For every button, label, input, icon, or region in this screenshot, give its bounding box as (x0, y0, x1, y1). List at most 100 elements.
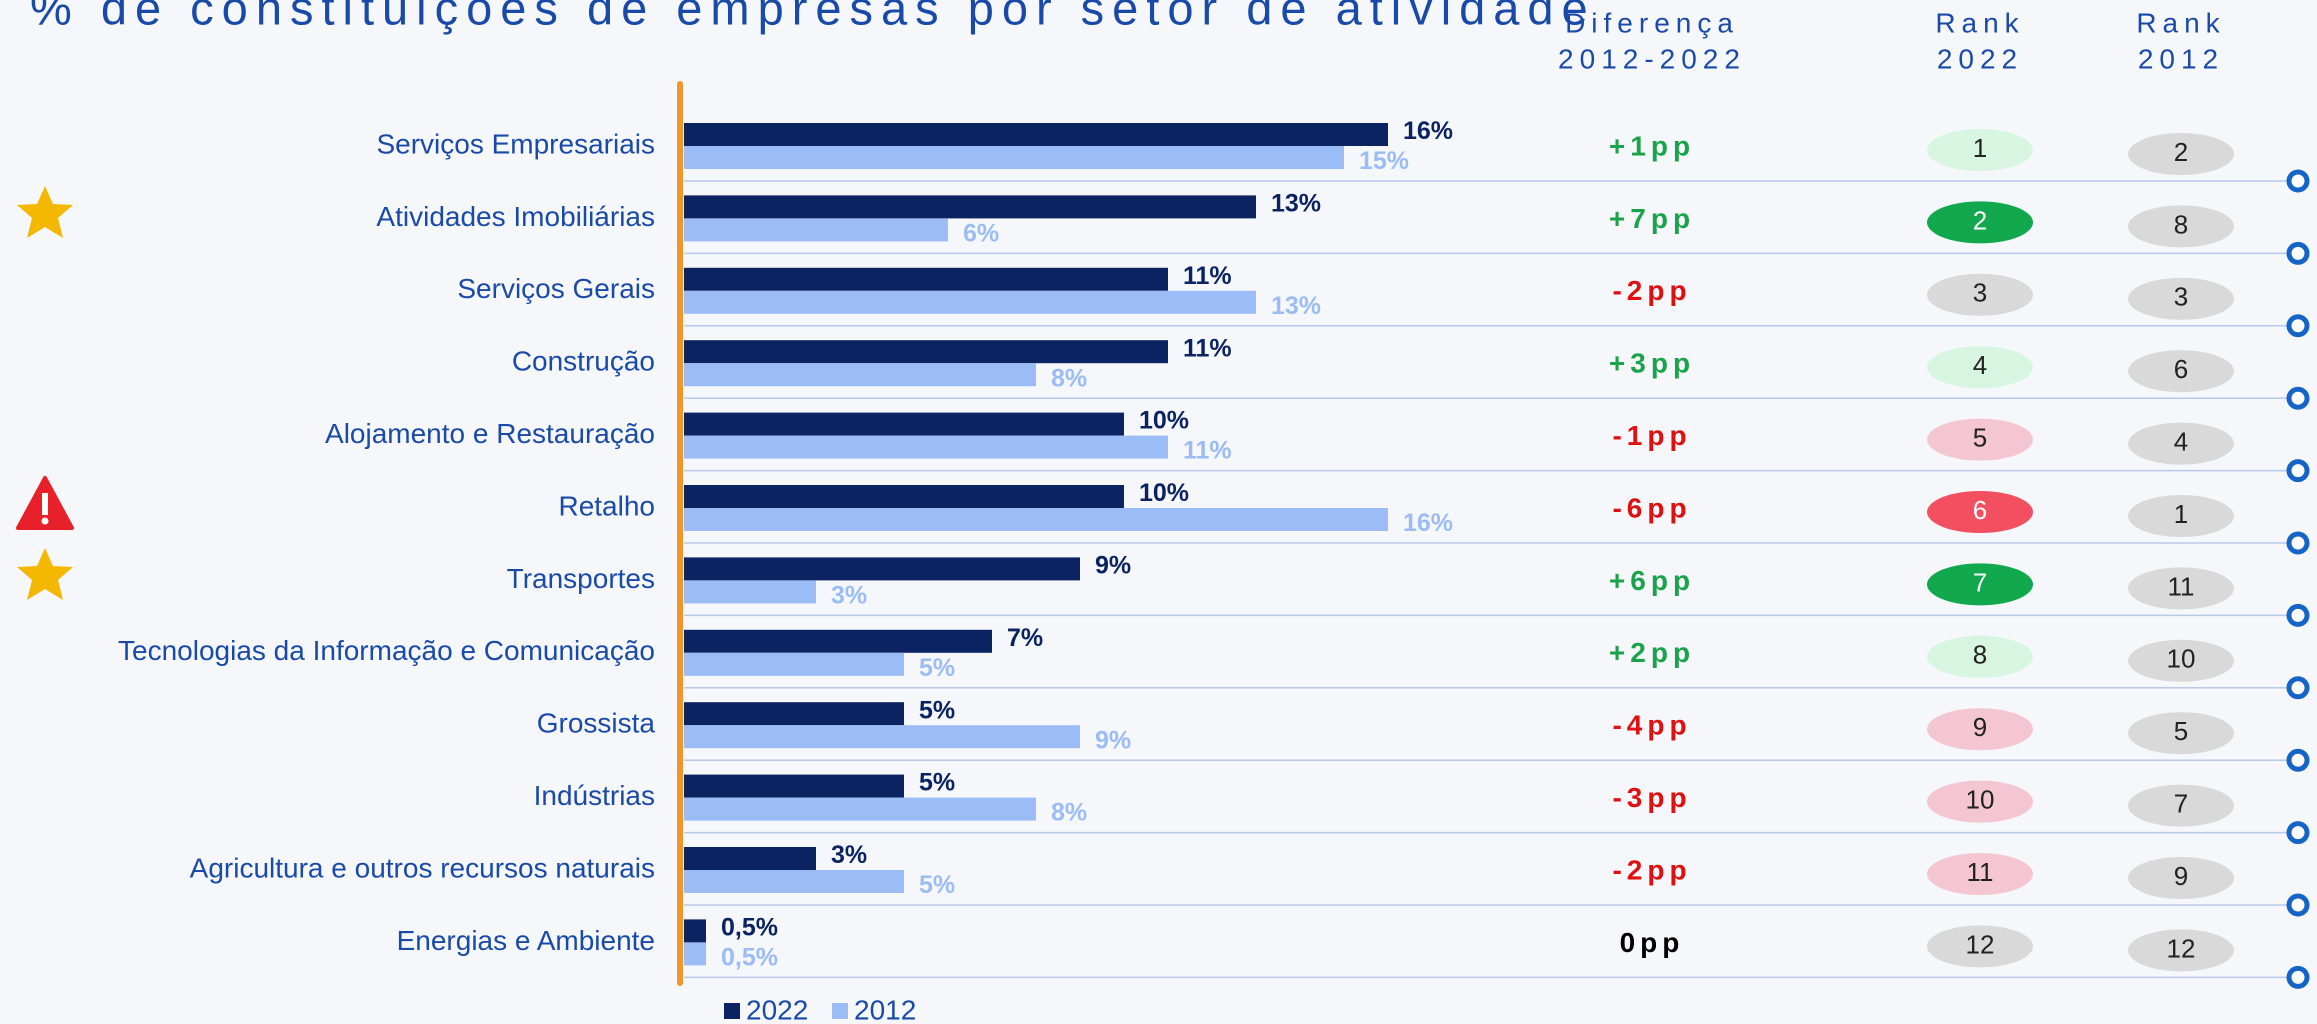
data-label: 15% (1359, 147, 1409, 175)
bar (684, 195, 1256, 219)
rank-pill (2128, 277, 2234, 320)
bar (684, 146, 1344, 169)
rank-pill (2128, 350, 2234, 393)
data-label: 13% (1271, 190, 1321, 218)
category-label: Agricultura e outros recursos naturais (190, 852, 655, 883)
rank-pill (1927, 708, 2033, 751)
rank-2012: 6 (2174, 354, 2188, 384)
rank-2022: 2 (1973, 205, 1987, 235)
column-header: Diferença (1565, 7, 1739, 38)
row-marker (2286, 241, 2310, 265)
rank-2022: 1 (1973, 133, 1987, 163)
row-marker (2286, 676, 2310, 700)
bar (684, 725, 1080, 749)
rank-2022: 7 (1973, 567, 1987, 597)
bar (684, 942, 706, 966)
column-header: Rank (1935, 7, 2024, 38)
data-label: 10% (1139, 407, 1189, 435)
row-marker (2286, 386, 2310, 410)
bar (684, 629, 992, 653)
rank-2022: 3 (1973, 278, 1987, 308)
data-label: 8% (1051, 364, 1087, 392)
rank-pill (2128, 495, 2234, 537)
data-label: 6% (963, 220, 999, 248)
data-label: 0,5% (721, 914, 778, 942)
rank-2022: 12 (1966, 929, 1995, 959)
data-label: 11% (1183, 262, 1232, 290)
rank-pill (2128, 567, 2234, 610)
diff-value: -2pp (1612, 275, 1691, 306)
rank-2022: 8 (1973, 640, 1987, 670)
data-label: 5% (919, 696, 955, 724)
data-label: 9% (1095, 726, 1131, 754)
category-label: Tecnologias da Informação e Comunicação (118, 635, 655, 666)
rank-2012: 1 (2174, 499, 2188, 529)
bar (684, 363, 1036, 387)
category-label: Atividades Imobiliárias (376, 201, 655, 232)
rank-2022: 4 (1973, 350, 1987, 380)
rank-2012: 3 (2174, 282, 2188, 312)
bar (684, 412, 1124, 436)
bar (684, 919, 706, 943)
rank-2022: 5 (1973, 422, 1987, 452)
rank-pill (2128, 205, 2234, 248)
bar (684, 870, 904, 893)
rank-pill (1927, 853, 2033, 895)
rank-pill (1927, 201, 2033, 244)
column-header: Rank (2136, 7, 2225, 38)
legend-swatch (832, 1003, 848, 1019)
category-label: Serviços Gerais (457, 273, 655, 304)
rank-pill (1927, 491, 2033, 533)
data-label: 8% (1051, 799, 1087, 827)
rank-2012: 11 (2168, 571, 2195, 601)
category-label: Construção (512, 346, 655, 377)
category-label: Grossista (537, 708, 656, 739)
row-marker (2286, 965, 2310, 989)
diff-value: +3pp (1609, 348, 1695, 379)
diff-value: -1pp (1612, 420, 1691, 451)
diff-value: +7pp (1609, 203, 1695, 234)
legend-label: 2022 (746, 994, 808, 1024)
data-label: 0,5% (721, 944, 778, 972)
bar (684, 267, 1168, 291)
rank-pill (1927, 635, 2033, 678)
rank-2022: 11 (1967, 857, 1994, 887)
rank-pill (2128, 422, 2234, 465)
data-label: 16% (1403, 509, 1453, 537)
legend-swatch (724, 1003, 740, 1019)
row-marker (2286, 314, 2310, 338)
diff-value: -4pp (1612, 710, 1691, 741)
star-icon (17, 186, 73, 238)
chart-title: % de constituições de empresas por setor… (30, 0, 1596, 34)
rank-2012: 10 (2167, 644, 2196, 674)
data-label: 11% (1183, 437, 1232, 465)
row-marker (2286, 603, 2310, 627)
row-marker (2286, 531, 2310, 555)
data-label: 7% (1007, 624, 1043, 652)
data-label: 5% (919, 654, 955, 682)
column-header: 2012-2022 (1558, 43, 1746, 74)
diff-value: +1pp (1609, 130, 1695, 161)
bar (684, 218, 948, 242)
rank-2012: 9 (2174, 861, 2188, 891)
rank-pill (1927, 780, 2033, 823)
category-label: Energias e Ambiente (397, 925, 655, 956)
rank-2012: 7 (2174, 788, 2188, 818)
rank-2022: 9 (1973, 712, 1987, 742)
rank-pill (2128, 929, 2234, 972)
rank-2022: 6 (1973, 495, 1987, 525)
star-icon (17, 548, 73, 600)
rank-pill (1927, 563, 2033, 606)
column-header: 2022 (1937, 43, 2023, 74)
rank-2012: 12 (2167, 933, 2196, 963)
diff-value: -2pp (1612, 854, 1691, 885)
bar (684, 797, 1036, 821)
diff-value: -6pp (1612, 492, 1691, 523)
data-label: 16% (1403, 117, 1453, 145)
category-label: Alojamento e Restauração (325, 418, 655, 449)
diff-value: -3pp (1612, 782, 1691, 813)
category-label: Transportes (507, 563, 655, 594)
legend-label: 2012 (854, 994, 916, 1024)
